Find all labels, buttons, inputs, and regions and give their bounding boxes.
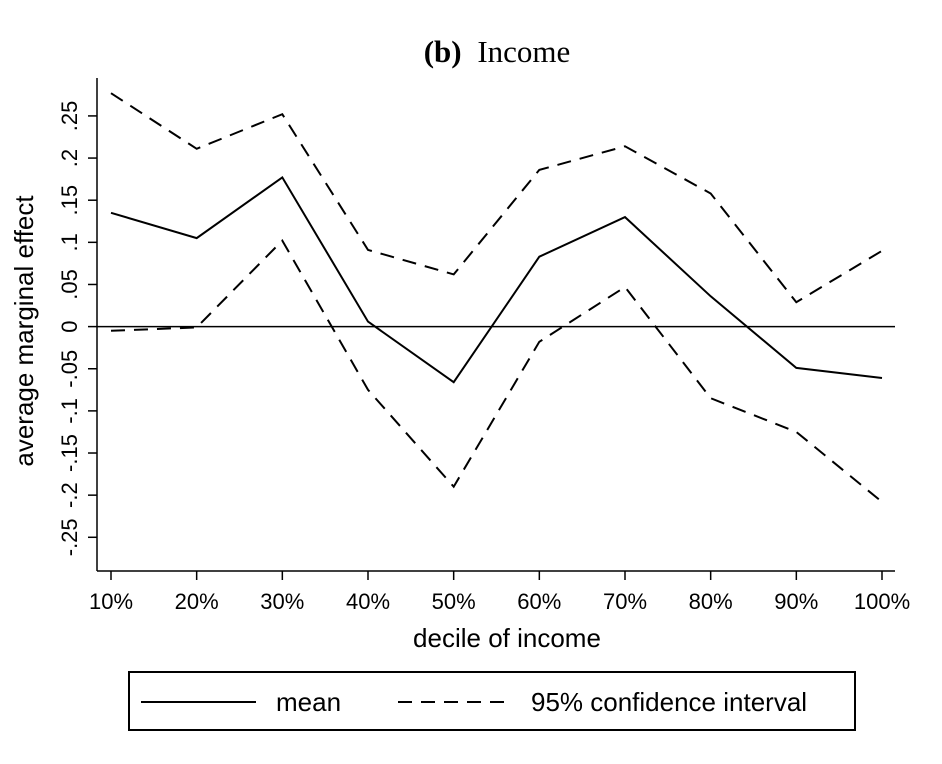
chart-title: (b) Income	[424, 34, 571, 69]
y-tick-label: -.1	[57, 398, 82, 424]
x-axis-label: decile of income	[413, 623, 601, 653]
y-tick-label: -.25	[57, 518, 82, 556]
y-ticks: -.25 -.2 -.15 -.1 -.05 0 .05 .1 .15 .2 .25	[57, 101, 97, 556]
series-layer	[97, 92, 895, 503]
legend-ci-label: 95% confidence interval	[531, 687, 807, 717]
ci-upper-line	[110, 92, 883, 304]
y-tick-label: .1	[57, 233, 82, 251]
plot-area	[97, 78, 895, 571]
y-axis-label: average marginal effect	[9, 195, 39, 467]
x-tick-label: 100%	[854, 589, 910, 614]
x-tick-label: 70%	[603, 589, 647, 614]
y-tick-label: -.2	[57, 482, 82, 508]
x-tick-label: 30%	[260, 589, 304, 614]
chart-title-prefix: (b)	[424, 34, 462, 69]
x-tick-label: 10%	[89, 589, 133, 614]
x-tick-label: 80%	[689, 589, 733, 614]
x-tick-label: 50%	[432, 589, 476, 614]
x-tick-label: 20%	[175, 589, 219, 614]
chart-title-text: Income	[477, 34, 570, 69]
legend: mean 95% confidence interval	[128, 671, 856, 731]
y-tick-label: .2	[57, 149, 82, 167]
y-tick-label: .25	[57, 101, 82, 132]
x-tick-label: 40%	[346, 589, 390, 614]
ci-lower-line	[110, 238, 883, 503]
y-tick-label: -.05	[57, 350, 82, 388]
x-ticks: 10% 20% 30% 40% 50% 60% 70% 80% 90% 100%	[89, 571, 910, 614]
y-tick-label: -.15	[57, 434, 82, 472]
x-tick-label: 60%	[517, 589, 561, 614]
legend-mean-label: mean	[276, 687, 341, 717]
y-tick-label: 0	[57, 320, 82, 332]
y-tick-label: .05	[57, 269, 82, 300]
y-tick-label: .15	[57, 185, 82, 216]
mean-line	[110, 175, 883, 384]
x-tick-label: 90%	[774, 589, 818, 614]
